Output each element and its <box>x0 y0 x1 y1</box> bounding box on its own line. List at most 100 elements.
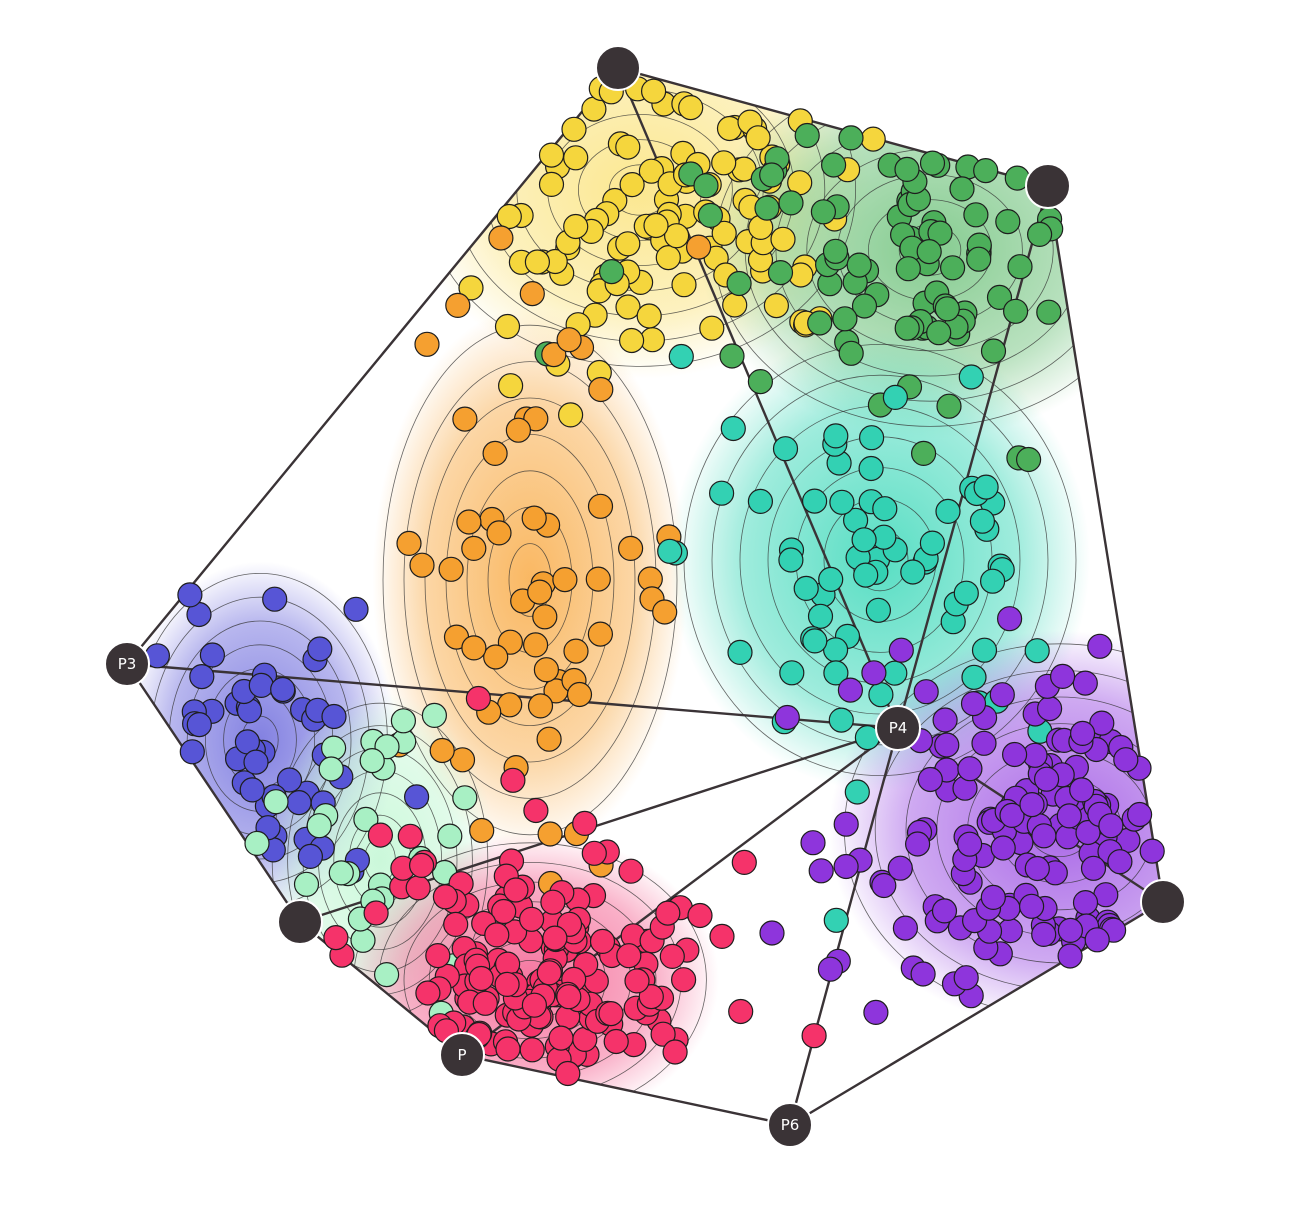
point-pink <box>536 960 562 986</box>
point-yellow <box>663 223 690 249</box>
point-orange <box>522 632 549 658</box>
point-purple <box>1057 917 1084 944</box>
point-yellow <box>563 213 589 240</box>
point-purple <box>1001 741 1028 768</box>
point-purple <box>817 956 844 982</box>
point-pink <box>491 898 517 925</box>
point-green <box>754 195 780 221</box>
point-green <box>767 260 794 286</box>
point-teal <box>668 343 694 370</box>
point-purple <box>1024 855 1050 882</box>
point-green <box>697 202 724 228</box>
point-orange <box>556 327 582 353</box>
point-blue <box>262 586 288 612</box>
point-teal <box>969 508 996 534</box>
point-purple <box>837 677 864 703</box>
point-mint <box>318 756 344 782</box>
point-pink <box>572 810 598 837</box>
point-green <box>895 256 921 282</box>
point-green <box>719 343 745 369</box>
point-teal <box>900 559 926 585</box>
point-pink <box>363 900 389 926</box>
point-orange <box>532 604 558 630</box>
anchor-label: P3 <box>118 655 137 673</box>
point-orange <box>533 657 560 683</box>
point-orange <box>527 579 553 605</box>
point-teal <box>953 580 979 606</box>
point-purple <box>861 660 887 686</box>
point-blue <box>297 843 323 870</box>
point-orange <box>456 509 482 535</box>
point-pink <box>670 967 697 993</box>
point-yellow <box>458 275 484 301</box>
point-purple <box>863 999 889 1026</box>
point-purple <box>934 732 960 758</box>
point-green <box>910 440 937 466</box>
point-blue <box>270 676 296 703</box>
point-purple <box>1069 720 1096 747</box>
point-yellow <box>561 116 587 142</box>
point-teal <box>708 480 735 506</box>
point-orange <box>482 440 508 466</box>
point-blue <box>177 582 203 608</box>
point-orange <box>685 234 712 260</box>
point-orange <box>445 292 471 318</box>
point-green <box>838 340 864 366</box>
point-green <box>846 252 872 278</box>
point-purple <box>888 637 914 663</box>
point-green <box>747 369 774 395</box>
contour-orange <box>424 397 636 763</box>
point-mint <box>374 961 400 988</box>
point-purple <box>910 961 936 987</box>
point-yellow <box>563 145 589 171</box>
point-pink <box>323 924 349 951</box>
point-green <box>926 320 952 346</box>
point-green <box>927 220 953 246</box>
point-orange <box>523 406 549 432</box>
anchor-p5 <box>1140 879 1186 925</box>
point-teal <box>858 425 885 451</box>
point-teal <box>844 779 870 805</box>
point-green <box>973 158 999 184</box>
point-purple <box>989 682 1015 708</box>
point-green <box>851 293 878 319</box>
point-green <box>838 125 864 151</box>
point-yellow <box>655 245 681 271</box>
point-pink <box>801 1023 827 1049</box>
point-yellow <box>722 292 748 318</box>
point-mint <box>321 735 347 761</box>
point-green <box>916 239 942 265</box>
point-yellow <box>618 327 645 354</box>
point-pink <box>618 858 644 884</box>
point-green <box>1036 299 1062 325</box>
point-pink <box>659 943 685 970</box>
point-yellow <box>615 231 641 257</box>
point-teal <box>801 488 828 514</box>
point-mint <box>244 830 270 857</box>
point-green <box>810 199 837 225</box>
point-teal <box>823 660 849 686</box>
anchor-p4: P4 <box>875 705 921 751</box>
point-yellow <box>619 172 645 198</box>
point-purple <box>871 872 897 899</box>
point-orange <box>469 817 495 844</box>
point-orange <box>519 281 545 307</box>
point-mint <box>350 927 376 953</box>
point-pink <box>556 984 582 1010</box>
point-orange <box>652 599 678 625</box>
point-orange <box>552 566 578 593</box>
point-mint <box>353 806 379 833</box>
point-purple <box>913 679 939 705</box>
point-yellow <box>860 126 886 152</box>
point-pink <box>555 1060 581 1087</box>
point-purple <box>1075 819 1101 846</box>
point-yellow <box>770 226 796 252</box>
point-blue <box>186 711 212 738</box>
point-orange <box>587 493 614 519</box>
point-pink <box>655 900 681 926</box>
point-yellow <box>615 134 641 160</box>
point-pink <box>624 968 650 994</box>
point-purple <box>1036 695 1063 722</box>
point-green <box>832 306 858 332</box>
point-blue <box>248 672 274 699</box>
